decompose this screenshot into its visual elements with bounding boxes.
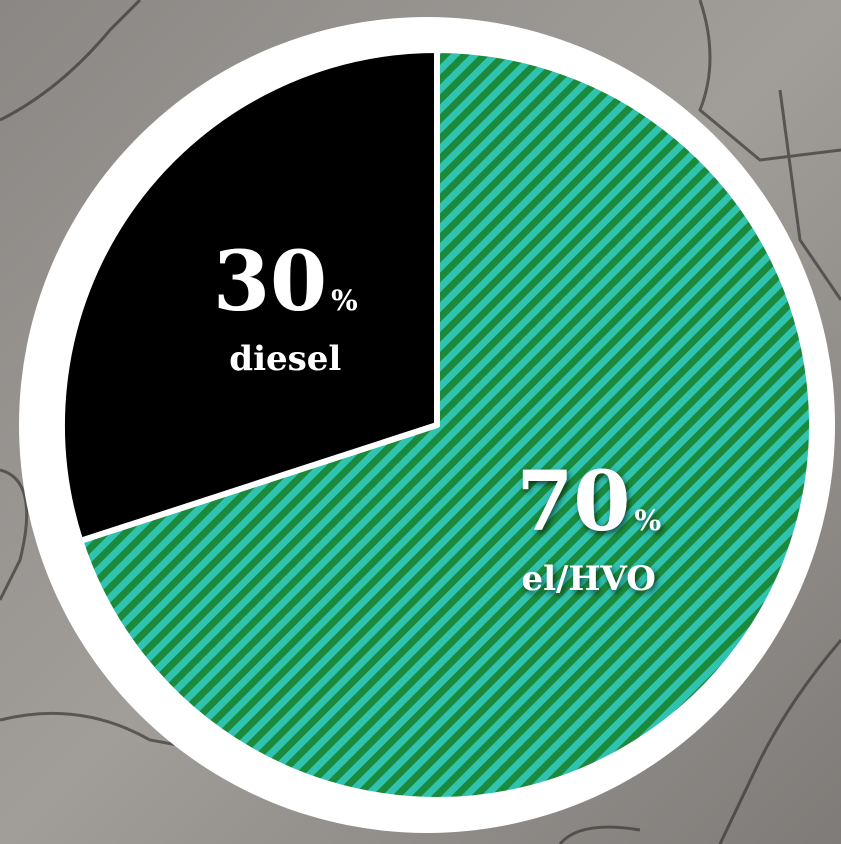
slice-value: 30% [213, 234, 358, 330]
slice-label: diesel [229, 339, 341, 379]
pie [59, 47, 815, 803]
value-label: 70 [516, 454, 630, 550]
pie-slice [77, 47, 815, 803]
unit-label: % [331, 284, 358, 317]
pie-slice [59, 47, 440, 544]
slice-label: el/HVO [521, 559, 656, 599]
slice-value: 70% [516, 454, 661, 550]
unit-label: % [634, 504, 661, 537]
value-label: 30 [213, 234, 327, 330]
